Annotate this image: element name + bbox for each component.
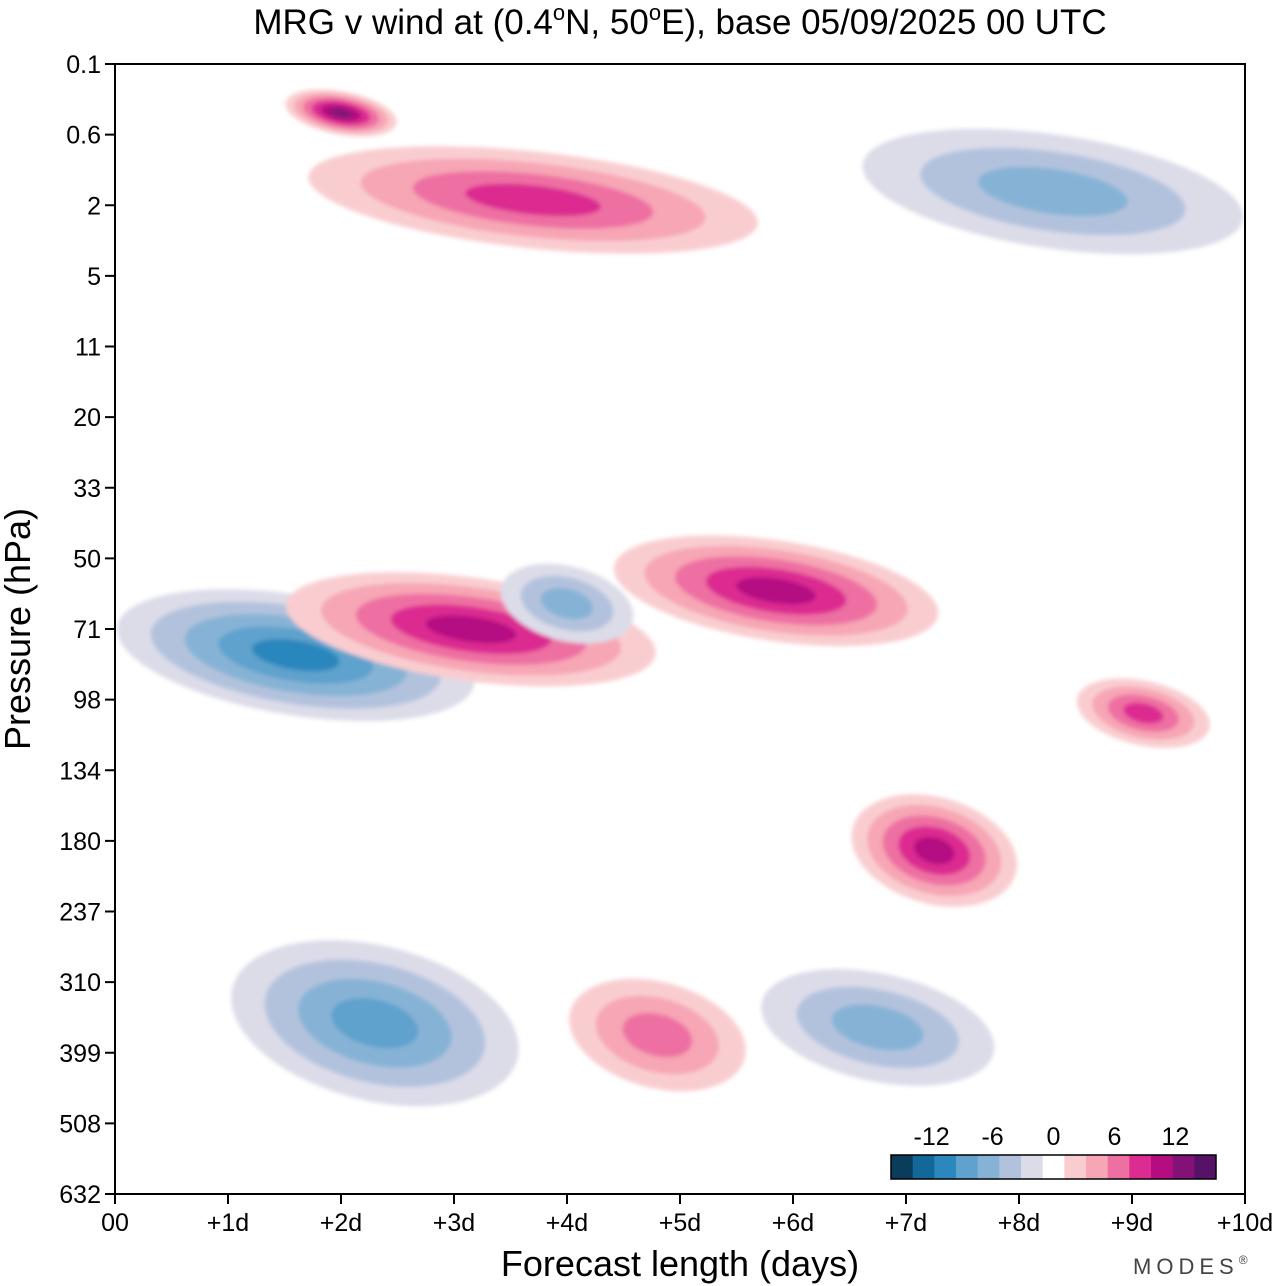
contour-level [465,183,602,217]
contour-feature-positive-band-45-75hPa [613,535,939,647]
y-tick-label: 237 [59,899,101,927]
colorbar-tick-label: 0 [1047,1123,1061,1151]
x-tick-label: +10d [1217,1209,1273,1237]
plot-area [115,64,1245,1194]
title-middle: N, 50 [565,3,649,42]
y-tick-label: 50 [73,545,101,573]
contour-level [540,587,594,620]
contour-level [736,577,816,605]
contour-level [913,836,955,865]
colorbar-swatch [1086,1155,1109,1179]
brand-text: MODES [1133,1254,1239,1279]
contour-feature-positive-core-98hPa [1076,678,1210,748]
x-tick-label: +2d [320,1209,362,1237]
contour-level [329,108,353,118]
title-degree-sign: o [649,0,661,25]
x-tick-label: +8d [998,1209,1040,1237]
contour-feature-positive-core-180hPa [851,794,1018,907]
colorbar-tick-label: 6 [1107,1123,1121,1151]
contour-feature-negative-band-upper-2hPa [862,128,1244,255]
y-tick-label: 98 [73,687,101,715]
y-tick-label: 5 [87,263,101,291]
contour-level [977,166,1128,217]
contour-feature-positive-core-0.3hPa [285,89,397,137]
y-tick-label: 508 [59,1110,101,1138]
colorbar-tick-label: 12 [1161,1123,1189,1151]
x-axis: 00 +1d +2d +3d +4d +5d +6d +7d +8d +9d +10d [101,1194,1273,1237]
colorbar-swatch [1151,1155,1174,1179]
y-tick-label: 399 [59,1040,101,1068]
contour-feature-positive-core-360hPa [569,978,746,1092]
contour-feature-negative-core-350hPa [761,969,995,1086]
contour-level [331,998,419,1049]
colorbar: -12 -6 0 6 12 [890,1123,1217,1180]
chart-title: MRG v wind at (0.4oN, 50oE), base 05/09/… [253,0,1106,42]
y-tick-label: 180 [59,828,101,856]
y-tick-label: 33 [73,475,101,503]
colorbar-swatch [1172,1155,1195,1179]
y-tick-label: 71 [73,616,101,644]
y-tick-label: 11 [75,334,101,362]
colorbar-swatch [1064,1155,1087,1179]
x-tick-label: +9d [1111,1209,1153,1237]
contour-feature-negative-core-340hPa [231,940,519,1107]
x-tick-label: +5d [659,1209,701,1237]
x-tick-label: +1d [207,1209,249,1237]
x-tick-label: +7d [885,1209,927,1237]
contour-level [1123,702,1164,724]
y-tick-label: 2 [87,192,101,220]
x-tick-label: 00 [101,1209,129,1237]
title-degree-sign: o [553,0,565,25]
title-prefix: MRG v wind at (0.4 [253,3,553,42]
contour-level [831,1004,924,1051]
colorbar-swatch [1107,1155,1130,1179]
contour-feature-positive-core-upper-1hPa [308,146,758,254]
x-tick-label: +4d [546,1209,588,1237]
y-tick-label: 0.1 [66,51,101,79]
colorbar-tick-label: -6 [981,1123,1003,1151]
y-tick-label: 20 [73,404,101,432]
colorbar-swatch [1129,1155,1152,1179]
colorbar-swatch [956,1155,979,1179]
y-axis-label: Pressure (hPa) [0,508,38,750]
y-tick-label: 0.6 [66,122,101,150]
contour-level [425,615,517,644]
y-axis: 0.1 0.6 2 5 11 20 33 50 71 98 134 180 237 310 399 508 63… [59,51,115,1209]
contour-level [251,638,340,672]
colorbar-swatch [1042,1155,1065,1179]
y-tick-label: 134 [59,757,101,785]
colorbar-frame [890,1154,1217,1180]
brand-mark: ® [1239,1253,1253,1267]
colorbar-tick-label: -12 [914,1123,950,1151]
contour-level [622,1012,693,1058]
colorbar-swatch [934,1155,957,1179]
colorbar-swatch [1194,1155,1217,1179]
contour-field [117,89,1244,1107]
modes-logo: MODES® [1133,1253,1253,1279]
colorbar-swatch [891,1155,914,1179]
title-suffix: E), base 05/09/2025 00 UTC [661,3,1107,42]
colorbar-swatch [1021,1155,1044,1179]
colorbar-swatch [912,1155,935,1179]
contour-feature-negative-band-50-75hPa [500,563,634,644]
colorbar-swatch [999,1155,1022,1179]
y-tick-label: 310 [59,969,101,997]
x-tick-label: +3d [433,1209,475,1237]
y-tick-label: 632 [59,1181,101,1209]
x-axis-label: Forecast length (days) [501,1243,859,1284]
colorbar-swatch [977,1155,1000,1179]
x-tick-label: +6d [772,1209,814,1237]
